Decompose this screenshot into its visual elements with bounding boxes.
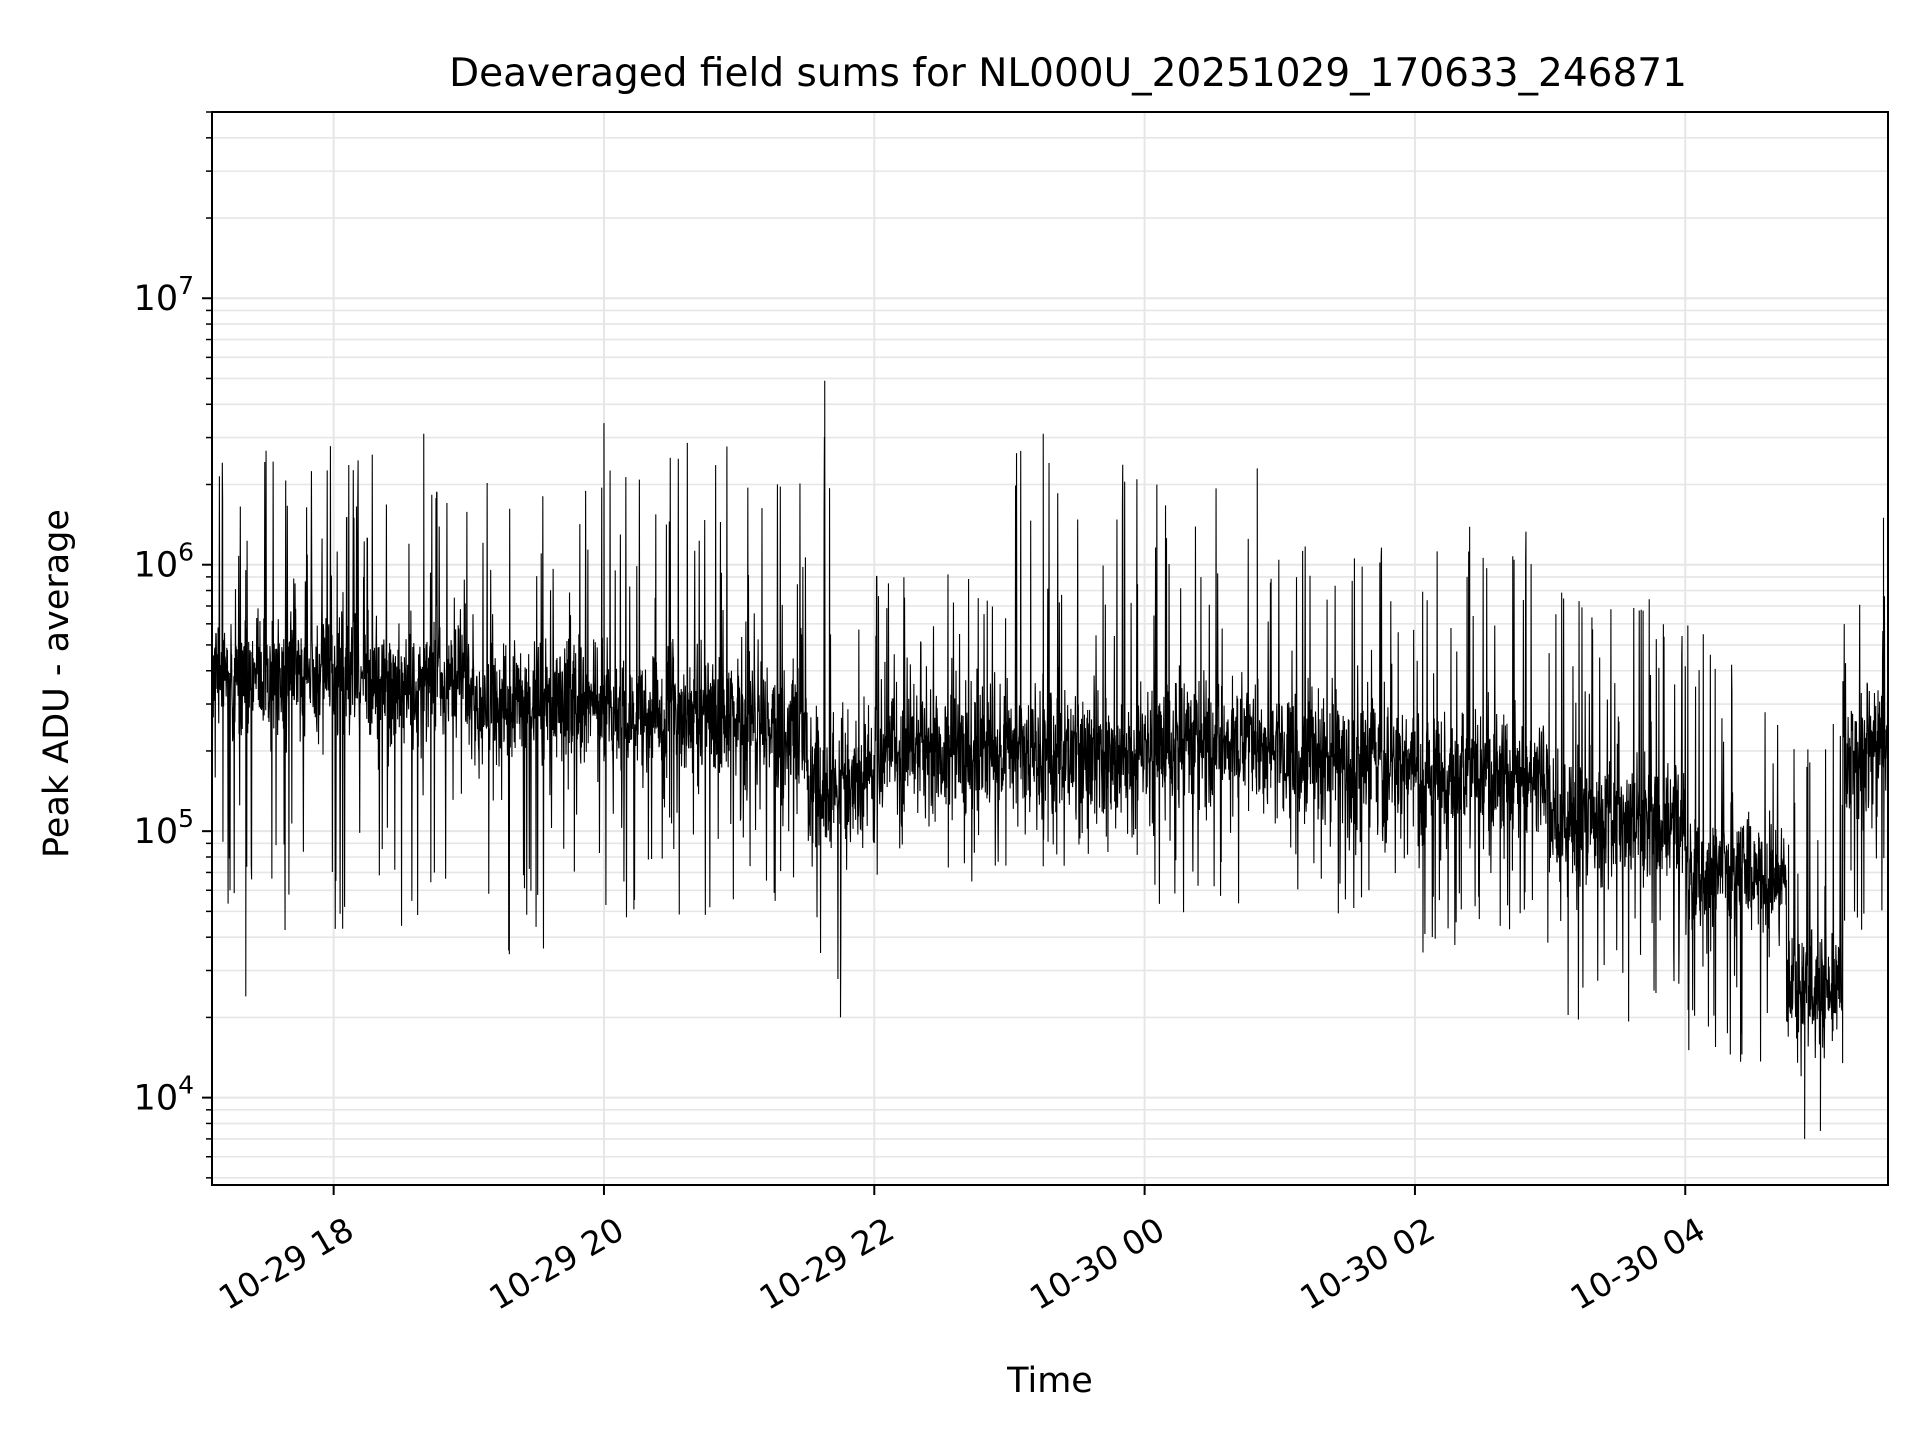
y-tick-label: 105: [134, 804, 194, 852]
y-tick-label: 106: [134, 538, 194, 586]
y-axis-label: Peak ADU - average: [37, 509, 77, 858]
series-line: [211, 380, 1889, 1139]
y-tick-label: 104: [134, 1071, 194, 1119]
series: [211, 380, 1889, 1139]
grid: [212, 111, 1888, 1185]
y-tick-label: 107: [134, 271, 194, 319]
plot-frame: [211, 111, 1889, 1186]
chart-title: Deaveraged field sums for NL000U_2025102…: [449, 51, 1687, 96]
x-axis-label: Time: [1006, 1361, 1093, 1401]
